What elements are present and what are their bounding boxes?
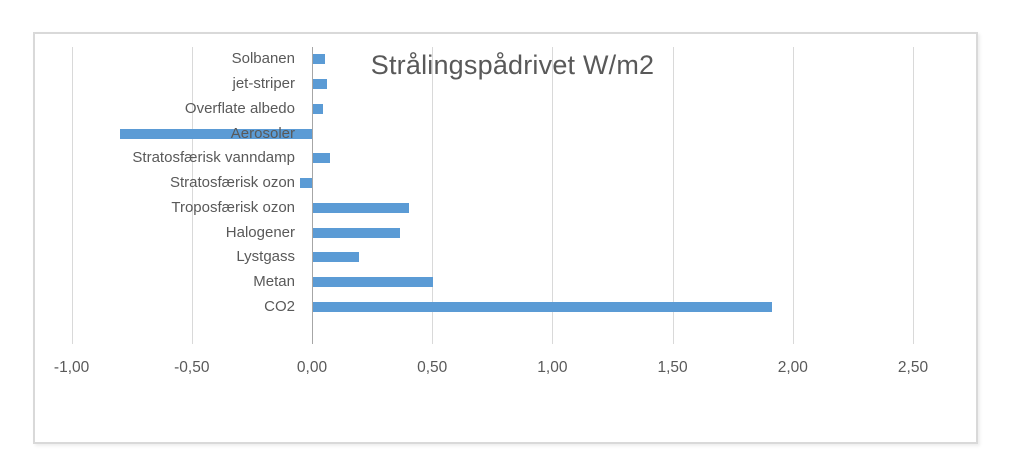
chart-title: Strålingspådrivet W/m2 — [370, 50, 655, 80]
x-axis-layer: -1,00 -0,50 0,00 0,50 1,00 1,50 2,00 2,50 — [35, 34, 976, 442]
category-label: Stratosfærisk vanndamp — [132, 149, 295, 167]
bar — [313, 103, 323, 114]
bar — [313, 277, 434, 288]
bar — [313, 54, 325, 65]
bar — [313, 79, 328, 90]
x-tick-label: -0,50 — [174, 359, 210, 376]
x-tick-label: 0,50 — [417, 359, 448, 376]
category-label: Aerosoler — [230, 124, 295, 142]
gridline — [913, 47, 914, 344]
gridlines-layer — [35, 34, 976, 442]
category-label: Overflate albedo — [184, 99, 295, 117]
category-label: Lystgass — [236, 248, 295, 266]
gridline — [432, 47, 434, 344]
gridline — [792, 47, 794, 344]
bars-layer — [35, 34, 976, 442]
bar — [313, 301, 773, 312]
bar — [313, 153, 330, 164]
x-tick-label: 0,00 — [296, 359, 328, 376]
x-tick-label: -1,00 — [53, 359, 90, 376]
bar — [313, 252, 359, 263]
gridline — [191, 47, 193, 344]
category-label: jet-striper — [232, 75, 295, 93]
category-label: CO2 — [264, 297, 295, 315]
x-tick-label: 1,50 — [657, 359, 688, 376]
bar — [313, 202, 410, 213]
x-tick-label: 2,50 — [897, 359, 929, 376]
gridline — [672, 47, 674, 344]
x-tick-label: 2,00 — [777, 359, 808, 376]
bar — [313, 227, 400, 238]
category-label: Metan — [253, 273, 295, 291]
category-label: Solbanen — [231, 50, 295, 68]
zero-axis-line — [312, 47, 313, 344]
bar — [300, 178, 312, 189]
category-label: Halogener — [225, 223, 295, 241]
gridline — [71, 47, 73, 344]
x-tick-label: 1,00 — [537, 359, 568, 376]
category-label: Troposfærisk ozon — [171, 198, 295, 216]
category-label: Stratosfærisk ozon — [169, 174, 295, 192]
category-labels-layer: Solbanen jet-striper Overflate albedo Aeros… — [35, 34, 976, 442]
chart-frame: Solbanen jet-striper Overflate albedo Aeros… — [33, 32, 978, 444]
gridline — [552, 47, 554, 344]
bar — [119, 128, 312, 139]
